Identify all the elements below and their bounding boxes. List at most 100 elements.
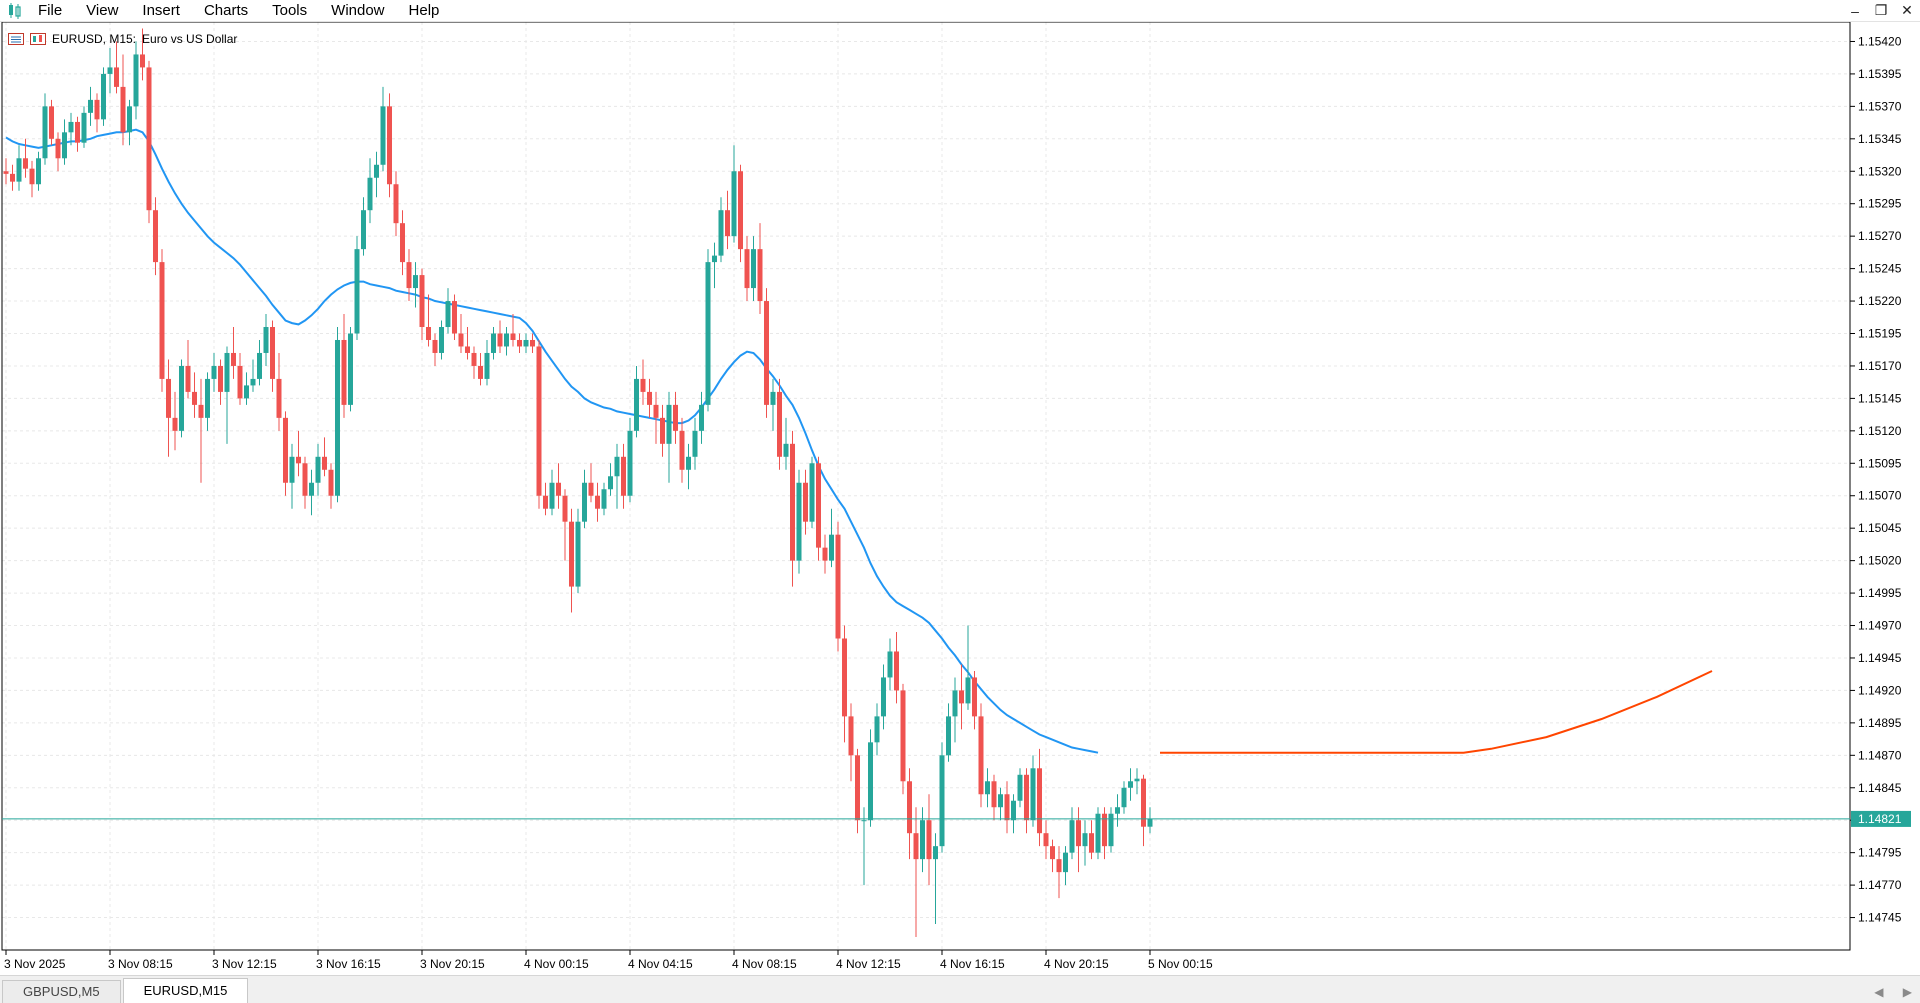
candle [556,463,561,509]
minimize-icon[interactable]: – [1851,2,1859,19]
scroll-left-icon[interactable]: ◀ [1874,985,1884,999]
candle [822,534,828,574]
candle [653,391,659,444]
candle-body [881,677,886,717]
current-price-tag [1851,810,1911,827]
candle-body [465,346,470,353]
y-tick-label: 1.15220 [1858,294,1902,308]
x-tick-label: 3 Nov 20:15 [420,957,485,971]
candle-body [907,781,912,834]
price-chart[interactable]: 1.15420 1.15395 1.15370 1.15345 1.15320 1.152… [0,22,1920,975]
menu-charts[interactable]: Charts [203,2,249,19]
candle [842,625,847,743]
candle-body [23,158,28,169]
candle-body [1050,846,1055,860]
candle-body [1030,768,1036,821]
x-tick-label: 4 Nov 00:15 [524,957,589,971]
chart-description: Euro vs US Dollar [142,32,238,46]
candle [309,469,314,516]
candle-body [530,339,535,347]
chart-area[interactable]: 1.15420 1.15395 1.15370 1.15345 1.15320 1.152… [0,22,1920,975]
candle-body [920,820,925,860]
tab-gbpusd-m5[interactable]: GBPUSD,M5 [2,980,121,1003]
candle [166,359,171,457]
candle [666,391,672,483]
candle [523,333,529,353]
y-tick-label: 1.14870 [1858,748,1902,762]
candle [562,489,568,561]
candle [374,151,379,198]
candle-body [406,262,412,289]
candle [530,333,535,353]
candle [387,93,392,198]
menu-window[interactable]: Window [331,2,385,19]
menu-insert[interactable]: Insert [142,2,180,19]
candle [946,703,951,762]
candle-body [198,404,204,418]
candle-body [432,339,438,353]
candle [816,456,821,561]
restore-icon[interactable]: ❐ [1874,2,1888,18]
candle [432,333,438,366]
candle-body [848,716,854,756]
candle-body [426,327,431,340]
candle [575,508,581,594]
candle [549,469,555,516]
candle-body [341,339,347,405]
candle-body [276,378,282,418]
current-price-label: 1.14821 [1858,812,1902,826]
chart-symbol: EURUSD, M15: [52,32,137,46]
candle-body [803,482,808,522]
candle [205,372,210,431]
menu-help[interactable]: Help [408,2,440,19]
candle-body [634,378,639,431]
candle [354,236,360,340]
candle-body [972,677,977,717]
candle-body [627,430,633,496]
candle [367,158,373,224]
candle-body [88,99,93,113]
candle-body [991,781,997,808]
candle [777,378,782,470]
candle [952,677,958,743]
menu-file[interactable]: File [38,2,63,19]
y-tick-label: 1.14895 [1858,716,1902,730]
candle [588,463,594,503]
candle [107,47,113,94]
candle [29,160,35,198]
menu-tools[interactable]: Tools [272,2,308,19]
candle-body [107,67,113,74]
chart-list-icon[interactable] [8,33,24,45]
candle-body [900,690,906,782]
candle [1121,781,1127,814]
candle-body [361,210,366,250]
candle [627,417,633,503]
x-tick-label: 3 Nov 2025 [4,957,66,971]
menu-bar: File View Insert Charts Tools Window Hel… [0,0,1920,22]
candle-body [309,482,314,496]
candle-body [1069,820,1075,853]
scroll-right-icon[interactable]: ▶ [1902,985,1912,999]
candle-body [673,404,678,431]
candle [283,411,288,496]
candle-body [471,352,477,366]
candle-body [16,158,22,182]
candle-body [809,463,815,522]
menu-view[interactable]: View [86,2,119,19]
trade-icon[interactable] [30,33,46,45]
candle-body [523,339,529,347]
candle [868,729,873,827]
candle-body [640,378,646,392]
candle [738,164,743,263]
candle-body [1017,774,1023,801]
close-icon[interactable]: ✕ [1901,2,1913,18]
candle [504,327,509,356]
candle [328,463,334,509]
y-tick-label: 1.15420 [1858,34,1902,48]
candle-body [3,171,9,174]
candle [185,339,191,399]
candle [920,807,925,873]
tab-eurusd-m15[interactable]: EURUSD,M15 [122,978,249,1003]
candle [400,210,405,276]
candle [595,482,600,522]
